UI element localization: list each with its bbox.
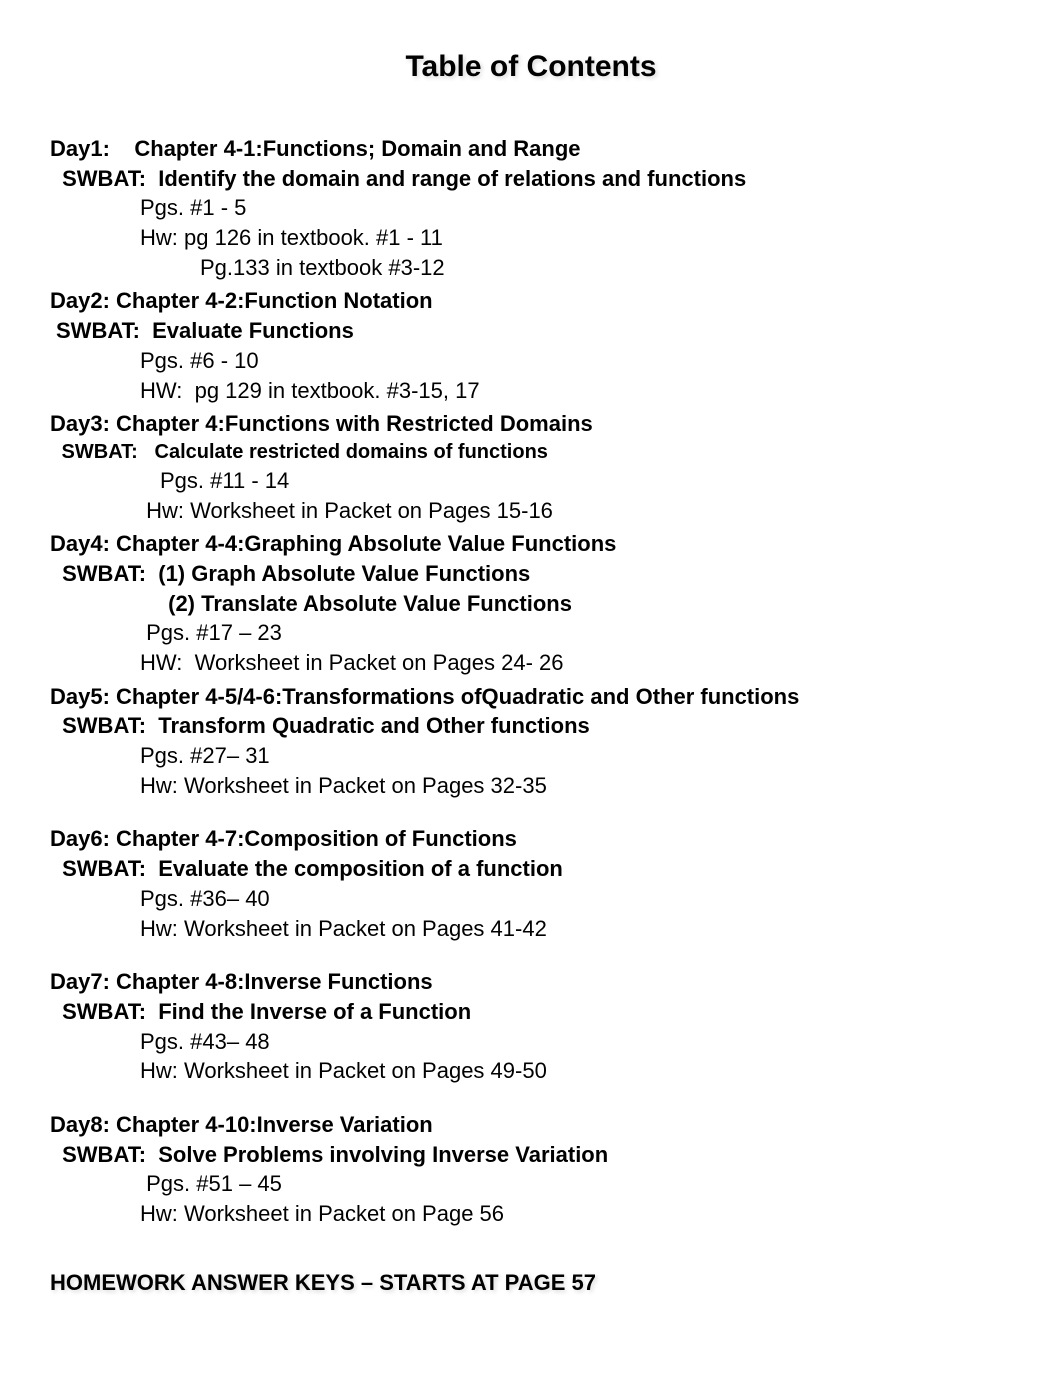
day-block-5: Day5: Chapter 4-5/4-6:Transformations of… xyxy=(50,682,1012,801)
detail-line: Hw: Worksheet in Packet on Pages 49-50 xyxy=(50,1056,1012,1086)
day-block-8: Day8: Chapter 4-10:Inverse Variation SWB… xyxy=(50,1110,1012,1229)
spacing xyxy=(50,1233,1012,1268)
day-heading: Day4: Chapter 4-4:Graphing Absolute Valu… xyxy=(50,529,1012,559)
swbat-sub-line: (2) Translate Absolute Value Functions xyxy=(50,589,1012,619)
detail-line: Pgs. #51 – 45 xyxy=(50,1169,1012,1199)
detail-line: HW: pg 129 in textbook. #3-15, 17 xyxy=(50,376,1012,406)
day-block-6: Day6: Chapter 4-7:Composition of Functio… xyxy=(50,824,1012,943)
detail-line: Hw: Worksheet in Packet on Page 56 xyxy=(50,1199,1012,1229)
day-block-4: Day4: Chapter 4-4:Graphing Absolute Valu… xyxy=(50,529,1012,677)
detail-line: Hw: Worksheet in Packet on Pages 15-16 xyxy=(50,496,1012,526)
detail-line: Pgs. #27– 31 xyxy=(50,741,1012,771)
swbat-line: SWBAT: Transform Quadratic and Other fun… xyxy=(50,711,1012,741)
detail-line: Pg.133 in textbook #3-12 xyxy=(50,253,1012,283)
day-block-3: Day3: Chapter 4:Functions with Restricte… xyxy=(50,409,1012,525)
page-title: Table of Contents xyxy=(50,50,1012,84)
detail-line: Pgs. #11 - 14 xyxy=(50,466,1012,496)
detail-line: HW: Worksheet in Packet on Pages 24- 26 xyxy=(50,648,1012,678)
detail-line: Pgs. #6 - 10 xyxy=(50,346,1012,376)
detail-line: Pgs. #17 – 23 xyxy=(50,618,1012,648)
swbat-line: SWBAT: Evaluate the composition of a fun… xyxy=(50,854,1012,884)
detail-line: Hw: Worksheet in Packet on Pages 32-35 xyxy=(50,771,1012,801)
day-heading: Day2: Chapter 4-2:Function Notation xyxy=(50,286,1012,316)
day-block-1: Day1: Chapter 4-1:Functions; Domain and … xyxy=(50,134,1012,282)
toc-content: Day1: Chapter 4-1:Functions; Domain and … xyxy=(50,134,1012,1268)
day-heading: Day6: Chapter 4-7:Composition of Functio… xyxy=(50,824,1012,854)
day-block-2: Day2: Chapter 4-2:Function NotationSWBAT… xyxy=(50,286,1012,405)
detail-line: Pgs. #1 - 5 xyxy=(50,193,1012,223)
spacing xyxy=(50,947,1012,967)
spacing xyxy=(50,804,1012,824)
swbat-line: SWBAT: Identify the domain and range of … xyxy=(50,164,1012,194)
swbat-line: SWBAT: Calculate restricted domains of f… xyxy=(50,439,1012,466)
day-heading: Day8: Chapter 4-10:Inverse Variation xyxy=(50,1110,1012,1140)
detail-line: Pgs. #36– 40 xyxy=(50,884,1012,914)
day-heading: Day1: Chapter 4-1:Functions; Domain and … xyxy=(50,134,1012,164)
swbat-line: SWBAT: (1) Graph Absolute Value Function… xyxy=(50,559,1012,589)
detail-line: Pgs. #43– 48 xyxy=(50,1027,1012,1057)
day-block-7: Day7: Chapter 4-8:Inverse Functions SWBA… xyxy=(50,967,1012,1086)
detail-line: Hw: Worksheet in Packet on Pages 41-42 xyxy=(50,914,1012,944)
swbat-line: SWBAT: Solve Problems involving Inverse … xyxy=(50,1140,1012,1170)
spacing xyxy=(50,1090,1012,1110)
day-heading: Day3: Chapter 4:Functions with Restricte… xyxy=(50,409,1012,439)
detail-line: Hw: pg 126 in textbook. #1 - 11 xyxy=(50,223,1012,253)
day-heading: Day7: Chapter 4-8:Inverse Functions xyxy=(50,967,1012,997)
footer-text: HOMEWORK ANSWER KEYS – STARTS AT PAGE 57 xyxy=(50,1268,1012,1298)
swbat-line: SWBAT: Find the Inverse of a Function xyxy=(50,997,1012,1027)
swbat-line: SWBAT: Evaluate Functions xyxy=(50,316,1012,346)
day-heading: Day5: Chapter 4-5/4-6:Transformations of… xyxy=(50,682,1012,712)
